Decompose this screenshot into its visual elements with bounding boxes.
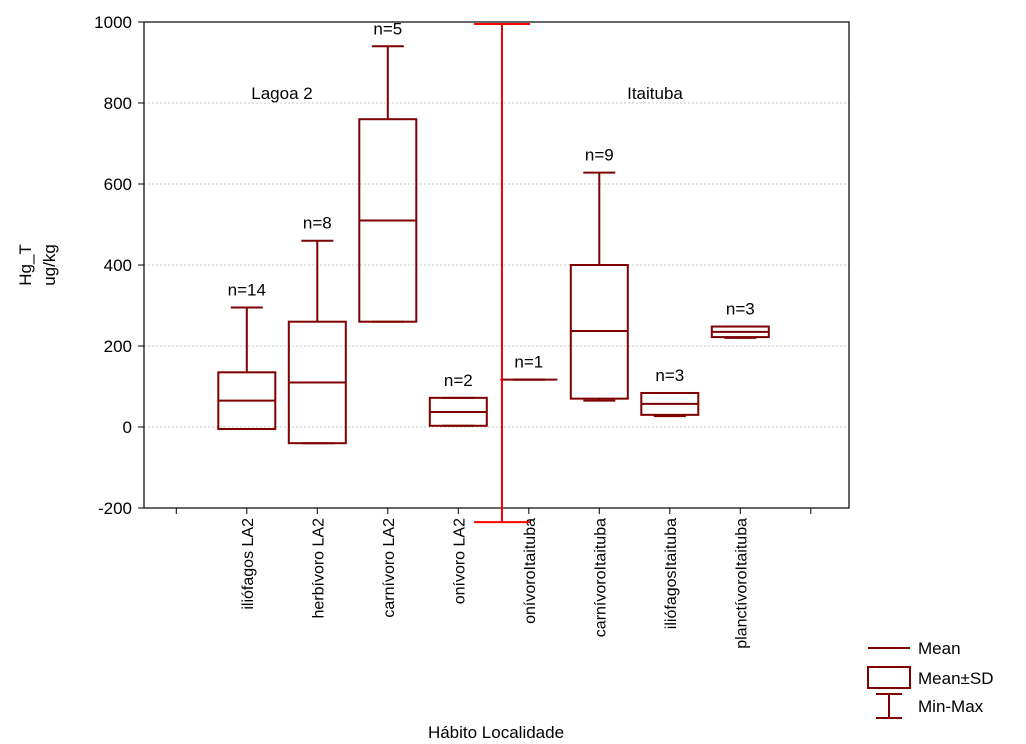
legend-mean-label: Mean [918,639,961,658]
x-tick-label: onívoro LA2 [451,518,468,604]
annotations: Lagoa 2 Itaituba [251,84,683,103]
region-label-lagoa: Lagoa 2 [251,84,312,103]
legend-sd-symbol [867,666,911,689]
x-tick-label: iliófagos LA2 [240,518,257,610]
box-7: n=3 [640,366,700,418]
x-tick-label: carnívoro LA2 [381,518,398,618]
legend-sd-label: Mean±SD [918,669,993,688]
box-series: n=14 n=8 n=5 n=2 n=1 n=9 n=3 n=3 [217,19,770,445]
location-divider [474,23,530,524]
x-tick-label: planctívoroItaituba [733,518,750,649]
y-axis-label-line-1: Hg_T [16,244,35,286]
y-tick-label: 400 [104,256,132,275]
y-tick-label: 200 [104,337,132,356]
y-tick-label: 1000 [94,13,132,32]
y-axis-ticks: -200 0 200 400 600 800 1000 [94,13,144,518]
n-label: n=2 [444,371,473,390]
y-tick-label: 600 [104,175,132,194]
box-8: n=3 [710,300,770,339]
x-tick-label: iliófagosItaituba [663,518,680,629]
y-tick-label: 0 [123,418,132,437]
box-2: n=8 [287,214,347,445]
legend-minmax-label: Min-Max [918,697,984,716]
n-label: n=8 [303,214,332,233]
n-label: n=1 [514,353,543,372]
n-label: n=5 [373,19,402,38]
x-tick-label: herbívoro LA2 [310,518,327,619]
y-tick-label: 800 [104,94,132,113]
n-label: n=9 [585,146,614,165]
n-label: n=14 [228,281,266,300]
box-4: n=2 [428,371,488,427]
box-5: n=1 [500,353,558,381]
x-tick-label: onívoroItaituba [522,518,539,624]
region-label-itaituba: Itaituba [627,84,683,103]
x-axis-ticks: iliófagos LA2 herbívoro LA2 carnívoro LA2 o… [175,508,812,649]
x-tick-label: carnívoroItaituba [592,518,609,637]
box-1: n=14 [217,281,277,431]
box-3: n=5 [358,19,418,323]
y-axis-label-line-2: ug/kg [40,244,59,286]
x-axis-label: Hábito Localidade [428,723,564,742]
n-label: n=3 [726,300,755,319]
grid-lines [144,102,849,428]
y-axis-label: Hg_T ug/kg [16,244,59,286]
box-6: n=9 [569,146,629,402]
y-tick-label: -200 [98,499,132,518]
n-label: n=3 [655,366,684,385]
legend: Mean Mean±SD Min-Max [867,639,993,719]
